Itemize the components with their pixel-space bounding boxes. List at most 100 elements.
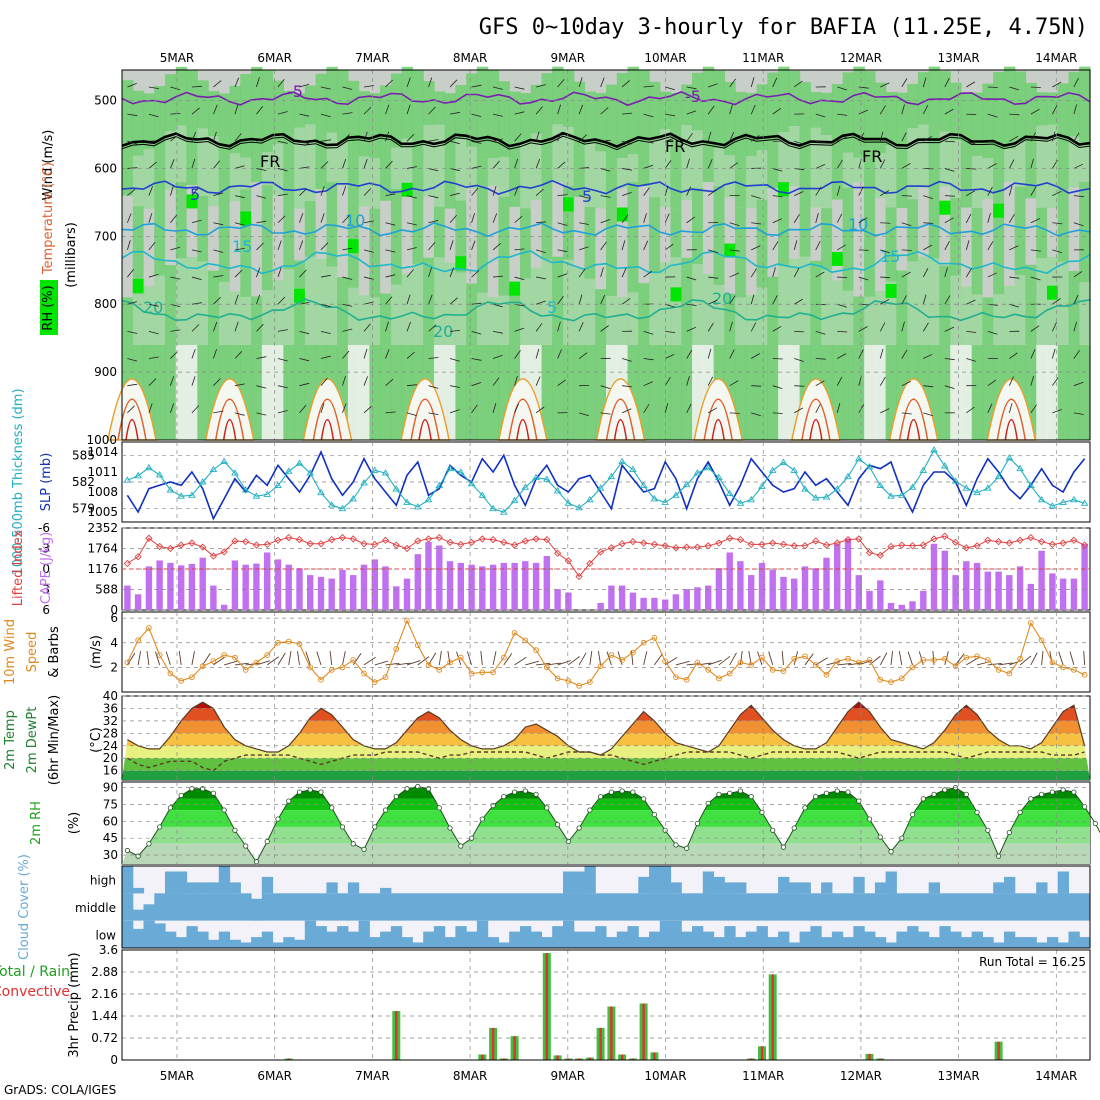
wind-legend-label: Wind (m/s) [41, 130, 56, 201]
rh-point [920, 796, 926, 802]
thickness-point [833, 485, 842, 492]
cloud-cell-high [584, 866, 596, 894]
wind-speed-point [1027, 620, 1034, 626]
wind-barb [471, 240, 476, 251]
wind-barb [879, 376, 886, 386]
rh-point [124, 847, 130, 854]
cloud-cell-high [885, 871, 897, 894]
wind-barb-10m [266, 656, 279, 666]
rh-cell [842, 345, 854, 440]
wind-barb [622, 192, 632, 196]
rh-cell [444, 93, 457, 130]
wind-barb [492, 113, 503, 117]
cloud-cell-low [423, 931, 435, 948]
wind-barb [449, 79, 458, 88]
precip-convective-bar [395, 1011, 398, 1060]
cloud-cell-middle [788, 893, 801, 921]
rh-cell [498, 81, 510, 157]
rh-cell [595, 93, 607, 152]
wind-barb [514, 248, 525, 251]
rh-cell [455, 272, 467, 345]
wind-barb [234, 412, 245, 416]
cloud-cell-high [347, 882, 360, 894]
rh-cell [175, 66, 188, 126]
cloud-cell-low [831, 931, 844, 948]
rh-cell [552, 256, 564, 345]
cloud-cell-middle [960, 893, 973, 921]
wind-barb [320, 86, 331, 90]
thickness-point [650, 495, 659, 502]
wind-speed-point [1038, 637, 1045, 644]
cloud-cell-high [735, 882, 747, 894]
li-point [199, 543, 207, 551]
wind-barb [858, 276, 869, 281]
cloud-cell-middle [283, 893, 295, 921]
rh-cell [530, 345, 543, 440]
wind-barb [837, 136, 847, 142]
wind-barb [127, 358, 138, 362]
rh-cell [595, 151, 607, 209]
rh-cell [326, 66, 338, 133]
temperature-dome-inner [410, 398, 440, 441]
cloud-cell-middle [638, 893, 650, 921]
rh-cell [347, 80, 360, 151]
rh-cell [315, 259, 327, 345]
wind-barb [837, 86, 847, 91]
li-point [1059, 539, 1067, 547]
wind-barb [815, 358, 826, 360]
rh-cell [821, 135, 833, 209]
wind-speed-point [909, 664, 916, 671]
thickness-point [1070, 495, 1078, 503]
wind-barb-10m [987, 662, 1002, 666]
rh-cell [197, 345, 209, 440]
wind-barb [213, 249, 224, 253]
thickness-point [177, 492, 185, 499]
rh-cell [563, 345, 575, 440]
wind-barb-10m [438, 651, 442, 665]
wind-barb [578, 412, 589, 417]
rh-point [576, 825, 582, 831]
wind-barb [148, 140, 159, 142]
wind-barb [492, 330, 503, 334]
wind-barb-10m [643, 651, 648, 666]
rh-cell [1047, 92, 1059, 125]
cloud-cell-high [638, 876, 650, 894]
temperature-legend-label: Temperature (°C) [41, 162, 56, 275]
wind-barb [256, 220, 267, 224]
cloud-cell-middle [1004, 893, 1016, 921]
wind-barb [772, 295, 778, 305]
rh-point [630, 789, 636, 795]
wind-barb [858, 404, 865, 414]
rh-point [985, 827, 991, 833]
wind-barb [234, 77, 240, 88]
wind-barb [686, 110, 697, 115]
wind-barb [471, 270, 480, 278]
rh-cell [1014, 275, 1027, 345]
wind-barb [385, 79, 393, 88]
wind-barb [708, 83, 718, 88]
thickness-point [682, 480, 691, 488]
wind-barb [493, 275, 504, 278]
thickness-tick-label: 579 [72, 502, 95, 516]
wind-barb [815, 212, 819, 223]
thickness-point [532, 473, 540, 481]
rh-band [122, 810, 1090, 827]
wind-barb [858, 109, 869, 115]
rh-cell [928, 66, 941, 126]
wind-barb [492, 138, 503, 142]
wind-speed-point [242, 666, 249, 673]
wind-speed-point [619, 657, 625, 663]
li-point [607, 544, 616, 552]
contour-label: 10 [848, 215, 868, 234]
rh-cell [197, 261, 209, 345]
rh-cell [1004, 66, 1016, 149]
rh-point [544, 805, 550, 811]
wind-barb [342, 158, 347, 169]
wind-barb [664, 376, 671, 386]
rh-cell [960, 207, 973, 287]
cape-bar [1038, 550, 1045, 610]
wind-speed-point [812, 662, 819, 668]
rh-bright-cell [939, 200, 951, 215]
wind-speed-point [974, 653, 980, 660]
rh-cell [433, 257, 446, 345]
